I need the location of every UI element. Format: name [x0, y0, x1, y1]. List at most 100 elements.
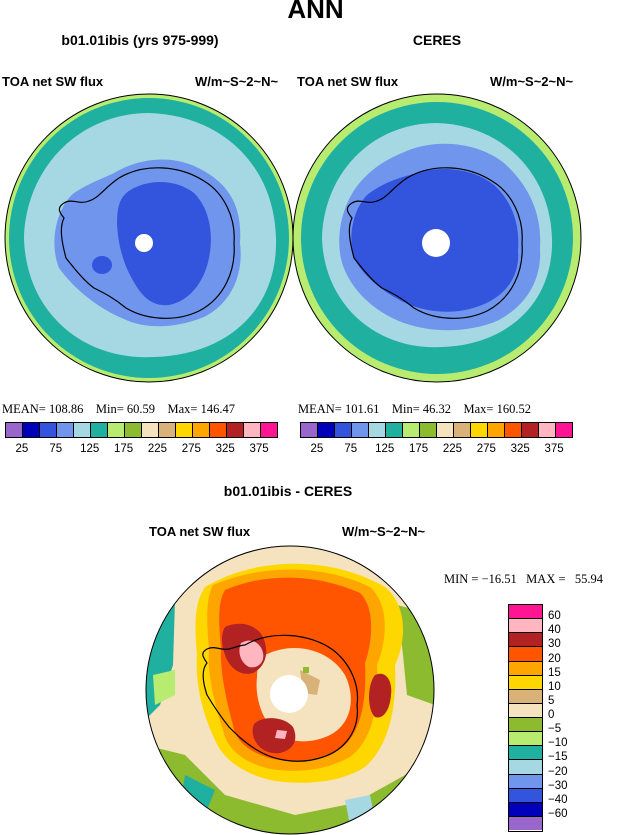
colorbar-model-swatch [74, 423, 91, 437]
colorbar-observed-swatch [403, 423, 420, 437]
colorbar-model-tick-label: 25 [15, 443, 29, 455]
colorbar-difference-swatch [509, 703, 542, 718]
panel-1-min-label: Min= [95, 402, 124, 416]
panel-2-mean: 101.61 [344, 402, 380, 416]
panel-2-units-label: W/m~S~2~N~ [490, 74, 574, 89]
colorbar-observed-swatch [556, 423, 572, 437]
colorbar-difference-tick-label: −10 [548, 737, 568, 750]
colorbar-observed-swatch [454, 423, 471, 437]
colorbar-model-swatch [125, 423, 142, 437]
colorbar-observed-swatch [437, 423, 454, 437]
colorbar-difference-tick-label: 10 [548, 680, 561, 693]
colorbar-observed-swatch [471, 423, 488, 437]
diff-max: 55.94 [574, 572, 604, 586]
diff-max-label: MAX = [526, 572, 566, 586]
colorbar-model-swatch [57, 423, 74, 437]
panel-1-mean-label: MEAN= [2, 402, 46, 416]
colorbar-observed-tick-label: 275 [476, 443, 496, 455]
panel-1-units-label: W/m~S~2~N~ [195, 74, 279, 89]
colorbar-model-tick-label: 125 [80, 443, 100, 455]
colorbar-observed-tick-label: 225 [442, 443, 463, 455]
colorbar-difference-swatch [509, 774, 542, 789]
colorbar-difference-tick-label: −5 [548, 723, 562, 736]
colorbar-difference [508, 604, 543, 832]
panel-1-mean: 108.86 [48, 402, 84, 416]
colorbar-observed-swatch [318, 423, 335, 437]
colorbar-model-swatch [40, 423, 57, 437]
diff-min-label: MIN = [444, 572, 479, 586]
map-difference [145, 545, 435, 835]
colorbar-difference-tick-label: 0 [548, 709, 555, 721]
colorbar-model-swatch [193, 423, 210, 437]
panel-1-variable-label: TOA net SW flux [2, 74, 104, 89]
map-model [4, 93, 294, 383]
colorbar-difference-swatch [509, 788, 542, 803]
panel-2-stats: MEAN= 101.61 Min= 46.32 Max= 160.52 [298, 402, 531, 417]
colorbar-observed-tick-label: 325 [510, 443, 530, 455]
panel-2-mean-label: MEAN= [298, 402, 342, 416]
diff-stats: MIN = −16.51 MAX = 55.94 [444, 572, 603, 587]
colorbar-difference-swatch [509, 689, 542, 704]
colorbar-observed-swatch [335, 423, 352, 437]
colorbar-observed-swatch [505, 423, 522, 437]
colorbar-difference-swatch [509, 633, 542, 648]
colorbar-model-swatch [176, 423, 193, 437]
colorbar-difference-swatch [509, 647, 542, 662]
colorbar-model-swatch [108, 423, 125, 437]
colorbar-observed-ticks: 25 75 125 175 225 275 325 375 [300, 443, 571, 457]
colorbar-difference-swatch [509, 760, 542, 775]
panel-2-max: 160.52 [496, 402, 531, 416]
colorbar-model-swatch [261, 423, 277, 437]
diff-min: −16.51 [481, 572, 517, 586]
colorbar-difference-swatch [509, 619, 542, 634]
colorbar-difference-swatch [509, 802, 542, 817]
colorbar-observed-swatch [301, 423, 318, 437]
panel-1-max: 146.47 [200, 402, 235, 416]
diff-panel-title: b01.01ibis - CERES [223, 483, 353, 499]
colorbar-difference-tick-label: 15 [548, 666, 561, 679]
colorbar-observed-swatch [369, 423, 386, 437]
colorbar-model-swatch [142, 423, 159, 437]
colorbar-observed-swatch [522, 423, 539, 437]
colorbar-model-swatch [244, 423, 261, 437]
colorbar-model [5, 422, 278, 438]
colorbar-model-ticks: 25 75 125 175 225 275 325 375 [5, 443, 276, 457]
panel-2-min: 46.32 [422, 402, 451, 416]
colorbar-observed-tick-label: 75 [344, 443, 358, 455]
colorbar-observed-swatch [420, 423, 437, 437]
colorbar-model-tick-label: 175 [113, 443, 134, 455]
colorbar-observed [300, 422, 573, 438]
panel-1-stats: MEAN= 108.86 Min= 60.59 Max= 146.47 [2, 402, 235, 417]
colorbar-observed-tick-label: 175 [408, 443, 429, 455]
colorbar-difference-tick-label: 40 [548, 624, 561, 637]
colorbar-model-swatch [6, 423, 23, 437]
colorbar-model-tick-label: 325 [215, 443, 235, 455]
panel-1-title: b01.01ibis (yrs 975-999) [61, 32, 219, 48]
colorbar-observed-tick-label: 375 [544, 443, 564, 455]
colorbar-model-tick-label: 275 [181, 443, 201, 455]
panel-2-max-label: Max= [463, 402, 494, 416]
colorbar-difference-swatch [509, 605, 542, 620]
colorbar-difference-tick-label: 20 [548, 652, 561, 665]
colorbar-difference-tick-label: 60 [548, 610, 561, 623]
colorbar-difference-swatch [509, 732, 542, 747]
panel-1-min: 60.59 [126, 402, 155, 416]
colorbar-difference-swatch [509, 816, 542, 830]
colorbar-difference-swatch [509, 718, 542, 733]
diff-units-label: W/m~S~2~N~ [342, 524, 426, 539]
colorbar-difference-tick-label: 5 [548, 694, 555, 707]
colorbar-model-swatch [91, 423, 108, 437]
panel-2-min-label: Min= [391, 402, 420, 416]
colorbar-model-swatch [159, 423, 176, 437]
colorbar-model-swatch [23, 423, 40, 437]
colorbar-difference-swatch [509, 661, 542, 676]
colorbar-model-tick-label: 75 [49, 443, 63, 455]
panel-2-variable-label: TOA net SW flux [297, 74, 399, 89]
colorbar-difference-tick-label: 30 [548, 638, 561, 651]
colorbar-difference-tick-label: −15 [548, 751, 568, 764]
colorbar-observed-tick-label: 125 [375, 443, 395, 455]
colorbar-difference-tick-label: −40 [548, 793, 568, 806]
panel-1-max-label: Max= [167, 402, 198, 416]
colorbar-model-tick-label: 375 [249, 443, 269, 455]
colorbar-observed-swatch [488, 423, 505, 437]
